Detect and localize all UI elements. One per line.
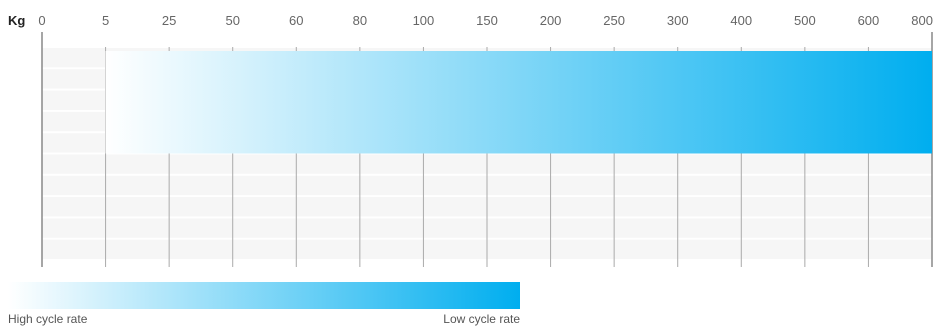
x-tick-label: 25 [162, 13, 176, 28]
x-tick-label: 50 [225, 13, 239, 28]
x-tick-label: 150 [476, 13, 498, 28]
x-tick-label: 0 [38, 13, 45, 28]
range-bar [105, 51, 933, 154]
legend-low-label: High cycle rate [8, 312, 88, 326]
x-tick-label: 800 [911, 13, 933, 28]
x-tick-labels: 0 5 25 50 60 80 100 150 200 250 300 400 500 600 800 [38, 13, 933, 28]
x-tick-label: 300 [667, 13, 689, 28]
x-tick-label: 5 [102, 13, 109, 28]
x-tick-label: 250 [603, 13, 625, 28]
legend: High cycle rate Low cycle rate [8, 282, 520, 326]
x-tick-label: 60 [289, 13, 303, 28]
x-tick-label: 200 [540, 13, 562, 28]
bars [105, 51, 933, 154]
x-tick-label: 600 [858, 13, 880, 28]
x-tick-label: 80 [353, 13, 367, 28]
x-tick-label: 400 [730, 13, 752, 28]
x-tick-label: 100 [413, 13, 435, 28]
legend-high-label: Low cycle rate [443, 312, 520, 326]
x-tick-label: 500 [794, 13, 816, 28]
legend-gradient-bar [8, 282, 520, 309]
unit-label: Kg [8, 13, 25, 28]
